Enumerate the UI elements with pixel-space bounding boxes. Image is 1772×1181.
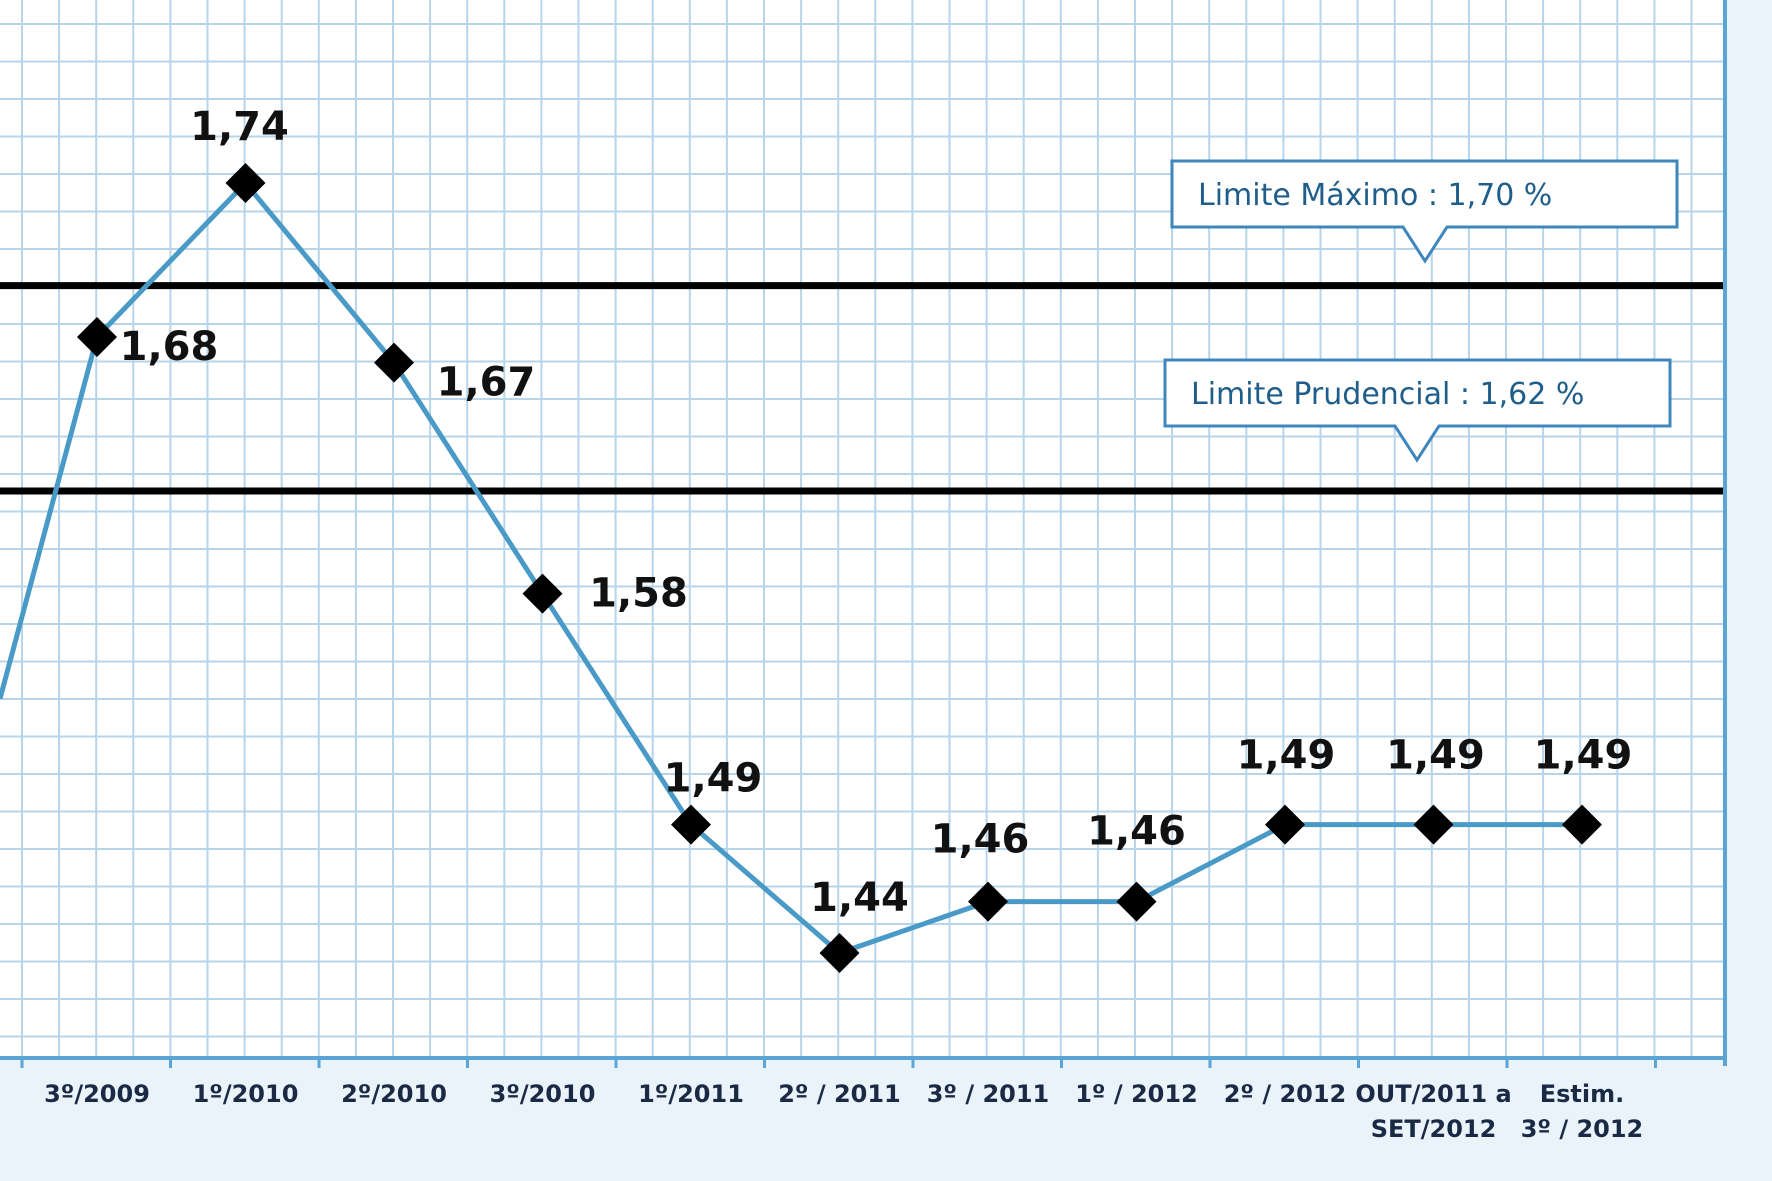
data-point-marker (225, 163, 266, 203)
data-label: 1,49 (1386, 733, 1485, 779)
limite-prudencial-callout: Limite Prudencial : 1,62 % (1163, 358, 1672, 463)
data-label: 1,67 (437, 360, 536, 406)
data-markers (77, 163, 1602, 973)
data-label: 1,46 (1087, 809, 1186, 855)
data-point-marker (968, 881, 1008, 922)
data-point-marker (1562, 804, 1602, 845)
x-tick-label: 1º/2011 (638, 1080, 744, 1108)
x-tick-label: 2º / 2012 (1224, 1080, 1347, 1108)
data-point-marker (1265, 804, 1305, 845)
data-label: 1,49 (664, 756, 763, 802)
data-labels: 1,68 1,74 1,67 1,58 1,49 1,44 1,46 1,46 1,49 1,49… (120, 104, 1633, 921)
series-line (0, 180, 1582, 956)
x-tick-label: 2º/2010 (341, 1080, 447, 1108)
data-point-marker (671, 804, 711, 845)
x-tick-labels: 3º/2009 1º/2010 2º/2010 3º/2010 1º/2011 2º / … (44, 1080, 1643, 1143)
data-label: 1,74 (190, 104, 289, 150)
data-point-marker (1413, 804, 1454, 845)
callout-text: Limite Máximo : 1,70 % (1198, 178, 1552, 213)
callout-text: Limite Prudencial : 1,62 % (1191, 377, 1584, 412)
limit-callouts: Limite Máximo : 1,70 % Limite Prudencial … (1163, 159, 1679, 463)
x-tick-label: 1º/2010 (193, 1080, 299, 1108)
data-point-marker (374, 342, 414, 383)
reference-lines (0, 282, 1723, 495)
grid-lines (0, 0, 1725, 1058)
data-point-marker (819, 933, 860, 973)
x-tick-label: 3º / 2012 (1521, 1115, 1644, 1143)
data-point-marker (77, 317, 117, 357)
data-label: 1,49 (1534, 733, 1633, 779)
axes (0, 0, 1727, 1068)
x-tick-label: 3º / 2011 (927, 1080, 1050, 1108)
series-polyline (0, 180, 1582, 956)
x-tick-label: SET/2012 (1371, 1115, 1497, 1143)
x-tick-label: 2º / 2011 (778, 1080, 901, 1108)
data-point-marker (1116, 881, 1157, 922)
limite-maximo-callout: Limite Máximo : 1,70 % (1170, 159, 1679, 264)
x-tick-label: 3º/2010 (490, 1080, 596, 1108)
callout-box (1163, 358, 1672, 463)
data-label: 1,68 (120, 324, 219, 370)
data-label: 1,46 (931, 817, 1030, 863)
x-tick-label: 3º/2009 (44, 1080, 150, 1108)
data-label: 1,44 (810, 875, 909, 921)
data-label: 1,58 (589, 571, 688, 617)
x-tick-label: OUT/2011 a (1355, 1080, 1511, 1108)
x-tick-label: 1º / 2012 (1075, 1080, 1198, 1108)
x-tick-label: Estim. (1540, 1080, 1625, 1108)
data-label: 1,49 (1237, 733, 1336, 779)
data-point-marker (522, 573, 563, 614)
callout-box (1170, 159, 1679, 264)
